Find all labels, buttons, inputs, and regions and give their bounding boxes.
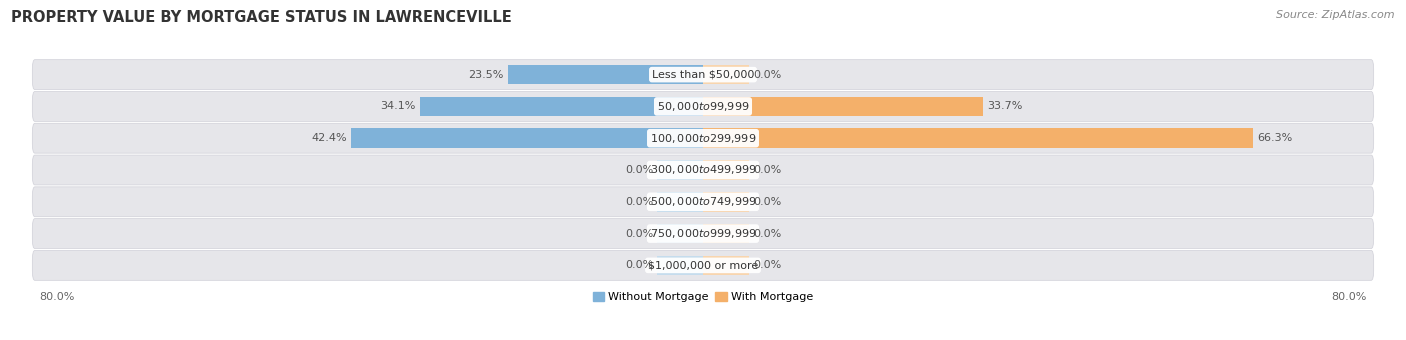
FancyBboxPatch shape: [32, 251, 1374, 280]
FancyBboxPatch shape: [32, 60, 1374, 89]
FancyBboxPatch shape: [32, 123, 1374, 153]
Bar: [703, 160, 748, 180]
Text: 80.0%: 80.0%: [1331, 292, 1367, 302]
Text: 0.0%: 0.0%: [752, 228, 782, 239]
Bar: [703, 192, 748, 211]
Bar: [703, 129, 1253, 148]
FancyBboxPatch shape: [32, 187, 1374, 217]
Bar: [352, 129, 703, 148]
Text: 0.0%: 0.0%: [624, 228, 654, 239]
Text: 0.0%: 0.0%: [752, 165, 782, 175]
Text: 0.0%: 0.0%: [624, 165, 654, 175]
Text: 34.1%: 34.1%: [381, 101, 416, 112]
Text: 42.4%: 42.4%: [311, 133, 347, 143]
FancyBboxPatch shape: [32, 219, 1374, 249]
Text: PROPERTY VALUE BY MORTGAGE STATUS IN LAWRENCEVILLE: PROPERTY VALUE BY MORTGAGE STATUS IN LAW…: [11, 10, 512, 25]
Text: 0.0%: 0.0%: [752, 70, 782, 80]
Bar: [703, 97, 983, 116]
Bar: [508, 65, 703, 84]
Text: 0.0%: 0.0%: [752, 197, 782, 207]
FancyBboxPatch shape: [32, 155, 1374, 185]
Text: 0.0%: 0.0%: [752, 260, 782, 270]
Bar: [658, 224, 703, 243]
Bar: [703, 256, 748, 275]
Bar: [703, 224, 748, 243]
FancyBboxPatch shape: [32, 91, 1374, 121]
Text: 0.0%: 0.0%: [624, 260, 654, 270]
Text: $500,000 to $749,999: $500,000 to $749,999: [650, 195, 756, 208]
Text: $1,000,000 or more: $1,000,000 or more: [648, 260, 758, 270]
Bar: [703, 65, 748, 84]
Text: $750,000 to $999,999: $750,000 to $999,999: [650, 227, 756, 240]
Text: 80.0%: 80.0%: [39, 292, 75, 302]
Legend: Without Mortgage, With Mortgage: Without Mortgage, With Mortgage: [588, 287, 818, 306]
Bar: [658, 256, 703, 275]
Text: Source: ZipAtlas.com: Source: ZipAtlas.com: [1277, 10, 1395, 20]
Bar: [658, 160, 703, 180]
Text: $50,000 to $99,999: $50,000 to $99,999: [657, 100, 749, 113]
Bar: [420, 97, 703, 116]
Text: $300,000 to $499,999: $300,000 to $499,999: [650, 164, 756, 176]
Text: 23.5%: 23.5%: [468, 70, 503, 80]
Text: 33.7%: 33.7%: [987, 101, 1022, 112]
Text: Less than $50,000: Less than $50,000: [652, 70, 754, 80]
Text: 66.3%: 66.3%: [1257, 133, 1292, 143]
Bar: [658, 192, 703, 211]
Text: 0.0%: 0.0%: [624, 197, 654, 207]
Text: $100,000 to $299,999: $100,000 to $299,999: [650, 132, 756, 145]
